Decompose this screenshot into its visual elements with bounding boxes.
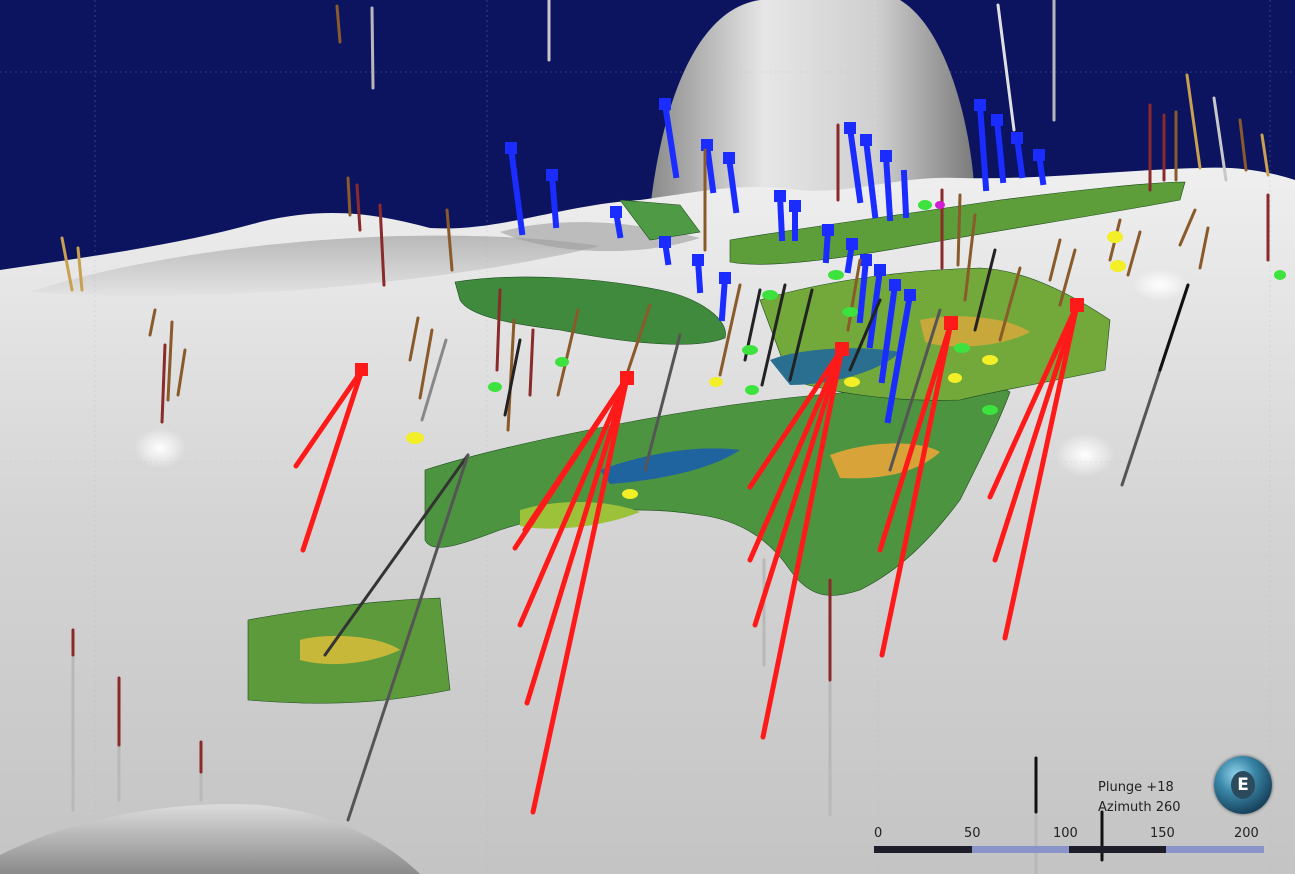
scale-tick-label: 200 xyxy=(1234,826,1259,841)
scale-tick-label: 50 xyxy=(964,826,981,841)
scale-segment xyxy=(874,846,972,853)
scale-tick-label: 100 xyxy=(1053,826,1078,841)
view-orientation: Plunge +18 Azimuth 260 xyxy=(1098,778,1181,818)
scale-tick-label: 150 xyxy=(1150,826,1175,841)
terrain-highlight xyxy=(1055,433,1115,477)
azimuth-label: Azimuth 260 xyxy=(1098,798,1181,818)
compass-direction-label: E xyxy=(1231,771,1255,799)
scale-segment xyxy=(1166,846,1264,853)
scale-bar: 0 50 100 150 200 xyxy=(874,826,1264,858)
scale-segment xyxy=(1069,846,1166,853)
scale-tick-label: 0 xyxy=(874,826,882,841)
plunge-label: Plunge +18 xyxy=(1098,778,1181,798)
scale-segment xyxy=(972,846,1069,853)
terrain-highlight xyxy=(1132,269,1188,301)
